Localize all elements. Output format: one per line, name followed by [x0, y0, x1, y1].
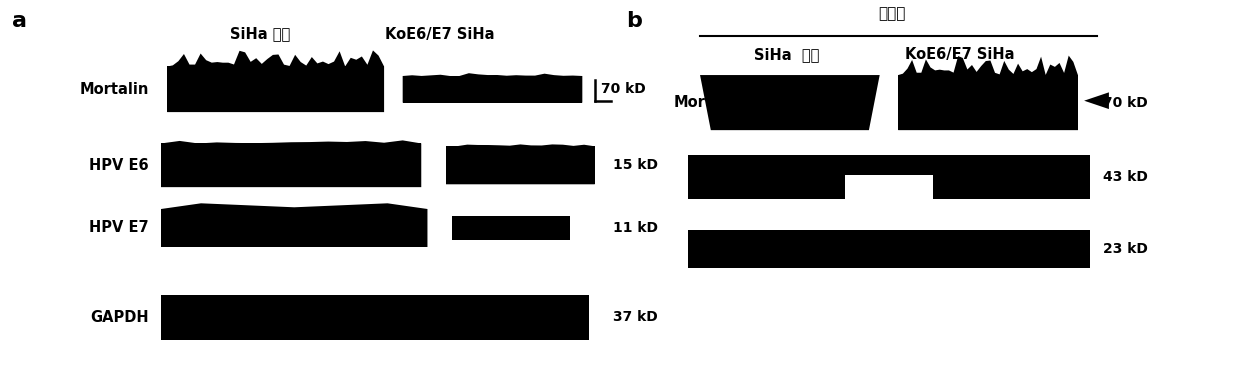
Polygon shape [700, 75, 880, 130]
Text: Mortalin: Mortalin [79, 82, 149, 97]
Bar [161, 294, 589, 340]
Polygon shape [161, 140, 421, 187]
Polygon shape [1084, 92, 1109, 109]
Text: KoE6/E7 SiHa: KoE6/E7 SiHa [385, 27, 494, 41]
Text: CD63: CD63 [700, 169, 743, 184]
Bar [446, 146, 595, 184]
Polygon shape [688, 155, 1090, 198]
Text: Mortalin: Mortalin [674, 95, 743, 110]
Text: SiHa 对照: SiHa 对照 [230, 27, 290, 41]
Bar [403, 76, 582, 103]
Text: 11 kD: 11 kD [613, 221, 658, 235]
Text: 15 kD: 15 kD [613, 158, 658, 172]
Polygon shape [898, 55, 1078, 130]
Text: KoE6/E7 SiHa: KoE6/E7 SiHa [906, 48, 1015, 62]
Bar [452, 216, 570, 241]
Text: 43 kD: 43 kD [1103, 170, 1147, 184]
Polygon shape [403, 73, 582, 103]
Text: a: a [12, 11, 27, 32]
Bar [161, 144, 421, 187]
Polygon shape [167, 51, 384, 112]
Text: 70 kD: 70 kD [1103, 96, 1147, 109]
Text: CD9: CD9 [710, 241, 743, 256]
Bar [161, 209, 427, 247]
Text: GAPDH: GAPDH [90, 310, 149, 325]
Text: 外泌体: 外泌体 [878, 6, 906, 21]
Bar [898, 75, 1078, 130]
Text: 23 kD: 23 kD [1103, 242, 1147, 256]
Polygon shape [446, 144, 595, 184]
Bar [688, 230, 1090, 268]
Bar [167, 66, 384, 112]
Text: HPV E6: HPV E6 [89, 158, 149, 173]
Text: b: b [626, 11, 642, 32]
Polygon shape [161, 203, 427, 247]
Text: HPV E7: HPV E7 [89, 220, 149, 236]
Text: 70 kD: 70 kD [601, 82, 646, 96]
Text: SiHa  对照: SiHa 对照 [755, 48, 819, 62]
Text: 37 kD: 37 kD [613, 310, 658, 324]
